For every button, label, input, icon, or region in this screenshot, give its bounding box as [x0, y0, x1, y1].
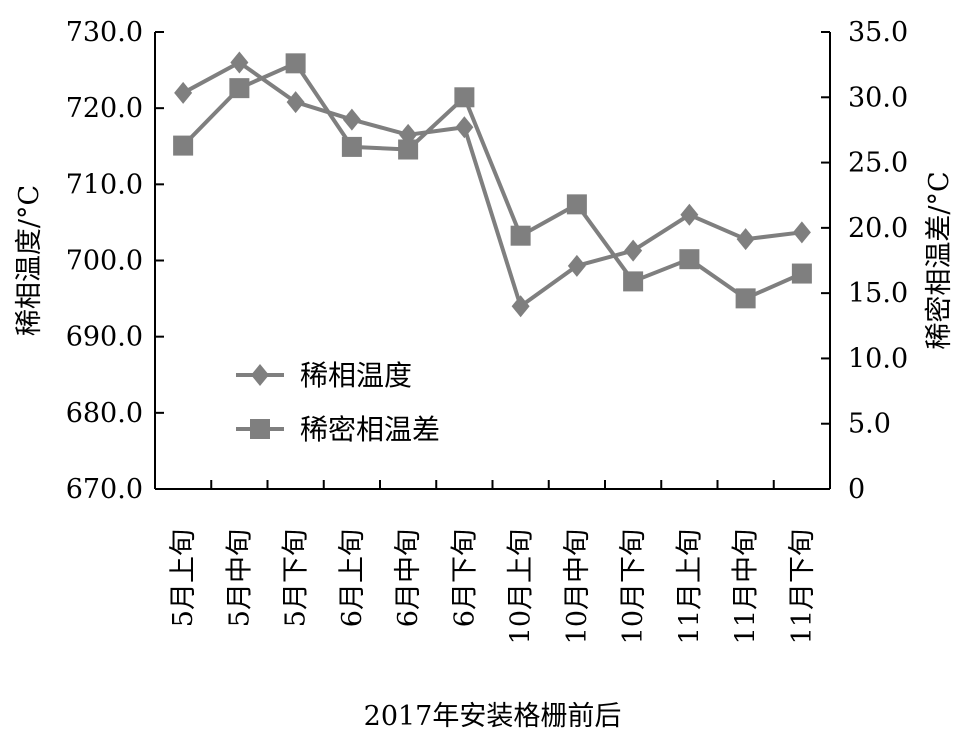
- data-point-diamond: [286, 91, 305, 114]
- right-axis-tick-label: 5.0: [848, 409, 891, 440]
- x-axis-category-label: 10月上旬: [506, 529, 537, 644]
- x-axis-category-label: 6月中旬: [393, 529, 424, 627]
- right-axis-ticks: 0 5.0 10.0 15.0 20.0 25.0 30.0 35.0: [821, 17, 908, 505]
- legend-square-icon: [250, 419, 270, 439]
- right-axis-tick-label: 15.0: [848, 278, 908, 309]
- right-axis-tick-label: 10.0: [848, 343, 908, 374]
- series-2: [173, 53, 812, 309]
- data-point-diamond: [567, 254, 586, 277]
- x-axis-category-label: 11月上旬: [674, 529, 705, 644]
- x-axis-category-label: 5月上旬: [168, 529, 199, 627]
- x-axis-categories: 5月上旬 5月中旬 5月下旬 6月上旬 6月中旬 6月下旬 10月上旬 10月中旬 10月下旬 1…: [168, 480, 818, 644]
- data-point-diamond: [792, 221, 811, 244]
- data-point-square: [679, 249, 700, 270]
- x-axis-category-label: 5月下旬: [281, 529, 312, 627]
- x-axis-category-label: 10月中旬: [562, 529, 593, 644]
- legend-item: 稀相温度: [236, 359, 412, 392]
- right-axis-tick-label: 35.0: [848, 17, 908, 48]
- data-point-square: [398, 139, 419, 160]
- legend-item: 稀密相温差: [236, 413, 440, 446]
- series-line: [181, 61, 803, 301]
- right-axis-tick-label: 20.0: [848, 213, 908, 244]
- data-point-square: [173, 135, 194, 156]
- left-axis-tick-label: 700.0: [66, 246, 143, 277]
- left-axis-tick-label: 680.0: [66, 398, 143, 429]
- data-point-diamond: [174, 81, 193, 104]
- left-axis-tick-label: 730.0: [66, 17, 143, 48]
- x-axis-category-label: 5月中旬: [224, 529, 255, 627]
- x-axis-title: 2017年安装格栅前后: [364, 701, 622, 732]
- left-axis-title: 稀相温度/°C: [14, 185, 45, 336]
- left-axis-tick-label: 690.0: [66, 322, 143, 353]
- data-point-square: [791, 263, 812, 284]
- data-point-square: [285, 53, 306, 74]
- data-point-square: [454, 87, 475, 108]
- data-point-diamond: [511, 295, 530, 318]
- x-axis-category-label: 11月下旬: [787, 529, 818, 644]
- data-point-square: [735, 288, 756, 309]
- data-point-diamond: [680, 203, 699, 226]
- left-axis-tick-label: 710.0: [66, 169, 143, 200]
- x-axis-category-label: 6月上旬: [337, 529, 368, 627]
- x-axis-category-label: 10月下旬: [618, 529, 649, 644]
- legend-label: 稀密相温差: [300, 413, 440, 446]
- data-point-square: [341, 136, 362, 157]
- legend-label: 稀相温度: [300, 359, 412, 392]
- right-axis-tick-label: 30.0: [848, 82, 908, 113]
- right-axis-tick-label: 25.0: [848, 148, 908, 179]
- series-layer: [173, 51, 812, 318]
- legend-diamond-icon: [251, 364, 269, 386]
- data-point-diamond: [455, 116, 474, 139]
- left-axis-tick-label: 670.0: [66, 474, 143, 505]
- right-axis-title: 稀密相温差/°C: [924, 171, 955, 349]
- data-point-square: [623, 271, 644, 292]
- x-axis-category-label: 6月下旬: [449, 529, 480, 627]
- x-axis-category-label: 11月中旬: [731, 529, 762, 644]
- right-axis-tick-label: 0: [848, 474, 865, 505]
- data-point-diamond: [624, 239, 643, 262]
- data-point-diamond: [230, 51, 249, 74]
- data-point-square: [566, 194, 587, 215]
- series-line: [182, 60, 803, 309]
- left-axis-ticks: 670.0 680.0 690.0 700.0 710.0 720.0 730.0: [66, 17, 164, 505]
- data-point-diamond: [342, 108, 361, 131]
- left-axis-tick-label: 720.0: [66, 93, 143, 124]
- data-point-square: [229, 78, 250, 99]
- data-point-square: [510, 225, 531, 246]
- data-point-diamond: [736, 228, 755, 251]
